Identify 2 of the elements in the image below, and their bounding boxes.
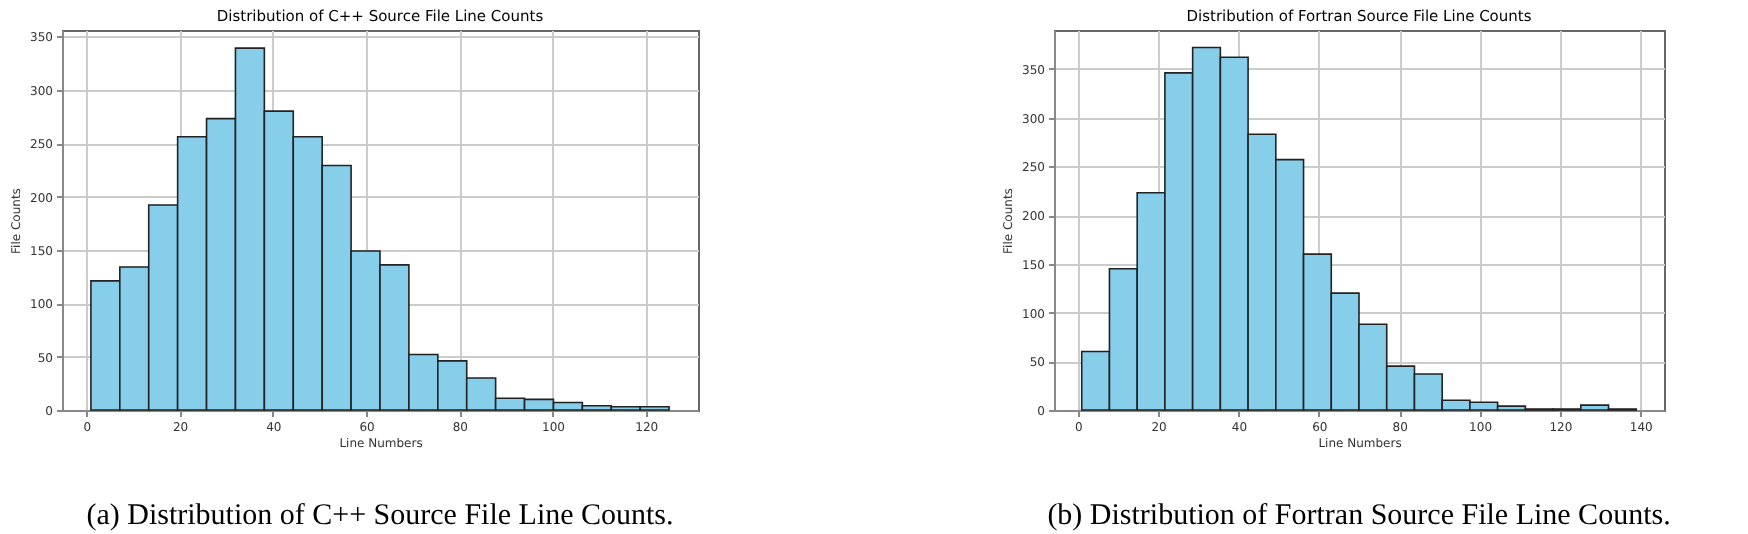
- text: (b) Distribution of Fortran Source File Line Counts.: [1047, 500, 1671, 532]
- text: (a) Distribution of C++ Source File Line Counts.: [86, 500, 674, 532]
